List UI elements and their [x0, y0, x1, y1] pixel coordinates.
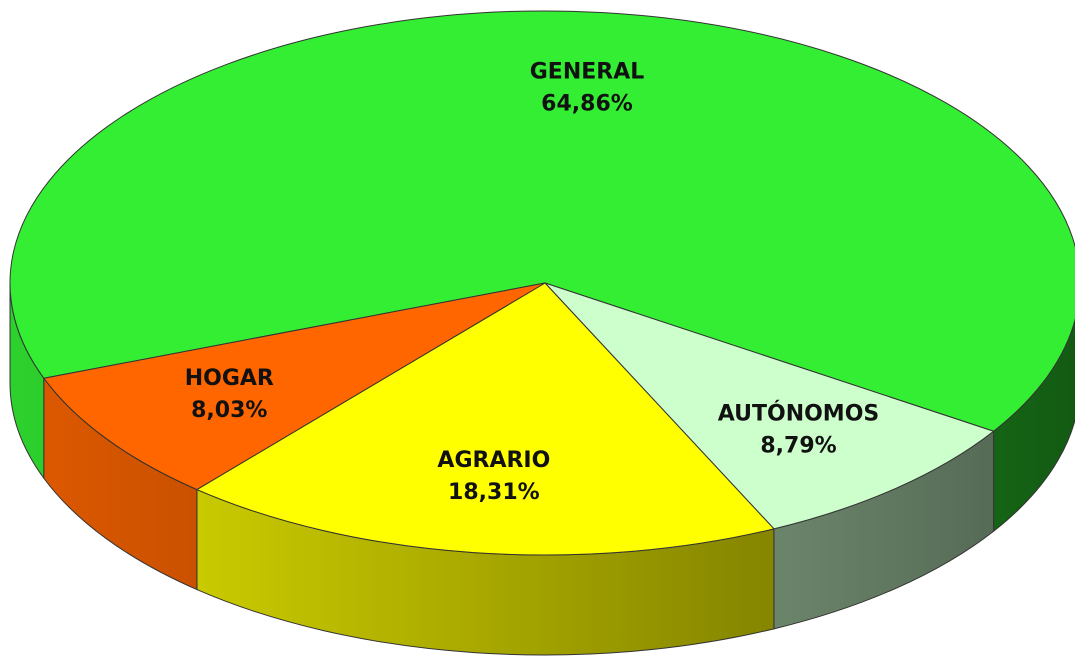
slice: [195, 282, 775, 556]
slice: [43, 282, 546, 491]
slice-value-label: 8,03%: [191, 398, 267, 423]
slice-value-label: 64,86%: [541, 91, 633, 116]
slice: [544, 282, 995, 530]
slice: [9, 10, 1075, 432]
slice-label: AUTÓNOMOS: [718, 400, 879, 426]
slice-label: GENERAL: [530, 59, 645, 84]
slice-label: AGRARIO: [437, 448, 550, 473]
slice-value-label: 18,31%: [448, 480, 540, 505]
slice-label: HOGAR: [185, 366, 274, 391]
slice-value-label: 8,79%: [760, 433, 836, 458]
